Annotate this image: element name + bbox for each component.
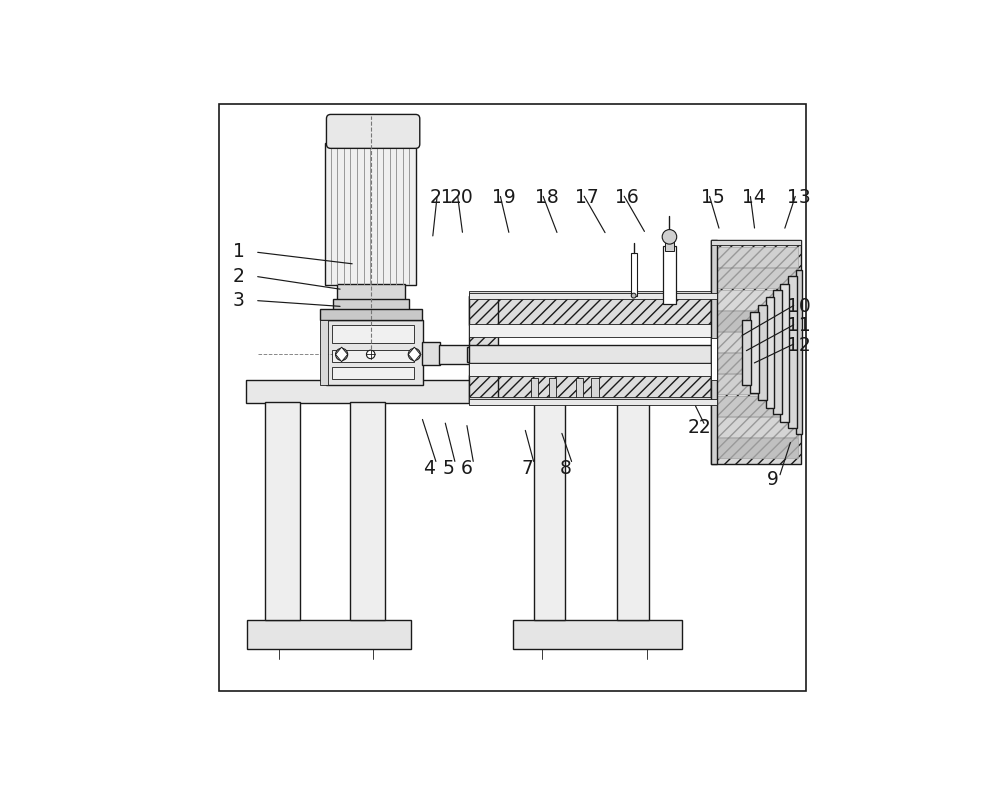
Text: 14: 14 (742, 188, 766, 207)
Text: 19: 19 (492, 188, 516, 207)
Text: 4: 4 (423, 460, 435, 478)
Bar (469, 296, 498, 404)
Text: 17: 17 (575, 188, 599, 207)
Bar (714, 268, 798, 288)
Circle shape (631, 294, 636, 298)
Bar (469, 397, 712, 404)
Bar (320, 320, 328, 386)
Bar (422, 342, 440, 365)
Polygon shape (408, 347, 420, 362)
Bar (766, 297, 774, 408)
Bar (439, 345, 469, 364)
Text: 7: 7 (521, 460, 533, 478)
Text: 13: 13 (787, 188, 810, 207)
Text: 22: 22 (687, 418, 711, 438)
Circle shape (408, 349, 420, 360)
Bar (265, 401, 300, 620)
Bar (469, 296, 711, 325)
Bar (665, 240, 674, 251)
Bar (326, 320, 423, 386)
Circle shape (662, 230, 677, 244)
Bar (332, 367, 414, 379)
Circle shape (336, 349, 348, 360)
Bar (631, 253, 637, 296)
Text: 2: 2 (233, 267, 245, 286)
Bar (742, 320, 751, 386)
Text: 6: 6 (461, 460, 472, 478)
Bar (469, 293, 717, 298)
Bar (337, 283, 405, 301)
Bar (711, 338, 717, 380)
Text: 18: 18 (535, 188, 558, 207)
Bar (469, 345, 711, 364)
Text: 1: 1 (233, 242, 245, 261)
Bar (534, 401, 565, 620)
Bar (576, 378, 583, 404)
FancyBboxPatch shape (326, 114, 420, 149)
Bar (780, 283, 789, 422)
Bar (714, 438, 798, 458)
Circle shape (366, 350, 375, 359)
Text: 12: 12 (787, 336, 810, 355)
Bar (512, 620, 682, 649)
Bar (711, 240, 717, 464)
Bar (714, 417, 798, 437)
Bar (714, 353, 798, 373)
Text: 8: 8 (559, 460, 571, 478)
Bar (663, 246, 676, 304)
Bar (246, 380, 776, 404)
Bar (714, 375, 798, 394)
Bar (469, 290, 712, 297)
Bar (320, 309, 422, 320)
Text: 3: 3 (233, 291, 245, 310)
Bar (467, 347, 479, 362)
Bar (617, 401, 649, 620)
Bar (758, 305, 767, 401)
Text: 5: 5 (442, 460, 454, 478)
Text: 15: 15 (701, 188, 724, 207)
Bar (714, 332, 798, 352)
Bar (469, 375, 711, 402)
Bar (333, 299, 409, 310)
Bar (714, 396, 798, 416)
Bar (714, 290, 798, 309)
Bar (469, 323, 711, 337)
Text: 9: 9 (767, 470, 779, 489)
Bar (531, 378, 538, 404)
Bar (788, 276, 797, 427)
Text: 16: 16 (615, 188, 638, 207)
Bar (796, 270, 802, 434)
Bar (714, 247, 798, 267)
Bar (325, 143, 416, 286)
Bar (332, 325, 414, 343)
Bar (750, 312, 759, 393)
Bar (350, 401, 385, 620)
Bar (714, 311, 798, 331)
Bar (247, 620, 411, 649)
Bar (711, 240, 801, 245)
Text: 21: 21 (430, 188, 453, 207)
Bar (773, 290, 782, 415)
Bar (591, 378, 599, 404)
Bar (711, 240, 801, 464)
Text: 20: 20 (450, 188, 473, 207)
Bar (549, 378, 556, 404)
Bar (332, 350, 414, 362)
Text: 11: 11 (787, 316, 810, 335)
Bar (469, 399, 717, 405)
Text: 10: 10 (787, 297, 810, 316)
Polygon shape (336, 347, 348, 362)
Bar (469, 363, 711, 376)
